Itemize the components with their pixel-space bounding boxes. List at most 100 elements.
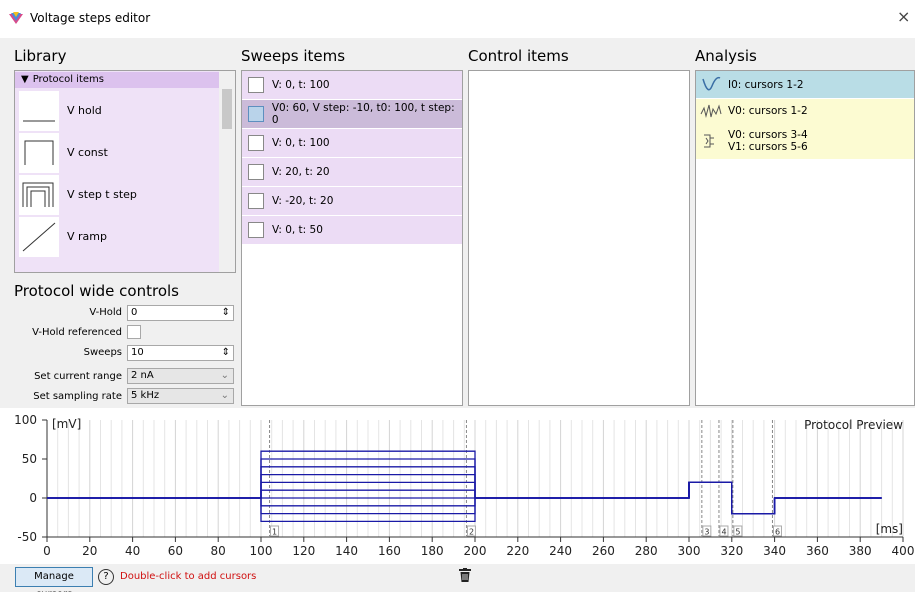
item-label: V0: cursors 3-4 bbox=[728, 129, 808, 141]
sweeps-list: V: 0, t: 100 V0: 60, V step: -10, t0: 100… bbox=[241, 70, 463, 406]
sweep-item[interactable]: V0: 60, V step: -10, t0: 100, t step: 0 bbox=[242, 100, 462, 128]
cursor-label: 2 bbox=[469, 528, 474, 537]
cursor-tag bbox=[466, 525, 476, 537]
x-tick-label: 20 bbox=[82, 544, 97, 558]
item-label: V hold bbox=[67, 104, 102, 117]
spin-box[interactable]: 10 ⇕ bbox=[127, 345, 234, 361]
analysis-heading: Analysis bbox=[695, 47, 757, 65]
x-unit: [ms] bbox=[876, 522, 903, 536]
analysis-list: I0: cursors 1-2 V0: cursors 1-2 V0: cursor… bbox=[695, 70, 915, 406]
item-label: V0: cursors 1-2 bbox=[728, 105, 808, 117]
y-tick-label: 100 bbox=[14, 413, 37, 427]
sweep-item[interactable]: V: 0, t: 100 bbox=[242, 71, 462, 99]
analysis-item[interactable]: I0: cursors 1-2 bbox=[696, 71, 914, 98]
protocol-preview[interactable]: 0 20 40 60 80 100 120 140 160 180 200 220 240 260 280 3… bbox=[0, 408, 915, 564]
y-unit: [mV] bbox=[52, 417, 81, 431]
chart-title: Protocol Preview bbox=[804, 418, 903, 432]
library-item[interactable]: V const bbox=[15, 132, 219, 173]
x-tick-label: 120 bbox=[292, 544, 315, 558]
item-label: V step t step bbox=[67, 188, 137, 201]
x-tick-label: 180 bbox=[421, 544, 444, 558]
sweep-item[interactable]: V: 0, t: 50 bbox=[242, 216, 462, 244]
trace bbox=[47, 481, 882, 523]
item-icon bbox=[248, 222, 264, 238]
x-tick-label: 80 bbox=[211, 544, 226, 558]
item-label: I0: cursors 1-2 bbox=[728, 78, 804, 91]
cursor-label: 6 bbox=[775, 528, 780, 537]
item-icon bbox=[248, 135, 264, 151]
item-label: V0: 60, V step: -10, t0: 100, t step: 0 bbox=[271, 102, 455, 126]
cursor-label: 3 bbox=[704, 528, 709, 537]
item-icon bbox=[702, 76, 721, 90]
x-tick-label: 360 bbox=[806, 544, 829, 558]
analysis-item[interactable]: V0: cursors 1-2 bbox=[696, 99, 914, 123]
item-text: V0: cursors 1-2 bbox=[728, 105, 808, 117]
item-icon bbox=[248, 106, 264, 122]
sweep-item[interactable]: V: 0, t: 100 bbox=[242, 129, 462, 157]
controls-heading: Protocol wide controls bbox=[14, 282, 179, 300]
item-icon bbox=[19, 216, 59, 257]
combo-box[interactable]: 2 nA ⌄ bbox=[127, 368, 234, 384]
spin-box[interactable]: 0 ⇕ bbox=[127, 305, 234, 321]
sweep-item[interactable]: V: 20, t: 20 bbox=[242, 158, 462, 186]
library-item[interactable]: V step t step bbox=[15, 174, 219, 215]
item-icon bbox=[19, 90, 59, 131]
item-label: V: -20, t: 20 bbox=[272, 195, 334, 207]
field-label: Set sampling rate bbox=[33, 391, 122, 402]
combo-box[interactable]: 5 kHz ⌄ bbox=[127, 388, 234, 404]
manage-cursors-button[interactable]: Manage cursors bbox=[15, 567, 93, 592]
item-label: V const bbox=[67, 146, 108, 159]
x-tick-label: 240 bbox=[549, 544, 572, 558]
item-icon bbox=[704, 134, 714, 148]
item-label: V: 0, t: 50 bbox=[272, 224, 323, 236]
x-tick-label: 160 bbox=[378, 544, 401, 558]
field-value: 10 bbox=[131, 347, 144, 358]
x-tick-label: 400 bbox=[892, 544, 915, 558]
scroll-thumb[interactable] bbox=[222, 89, 232, 129]
library-heading: Library bbox=[14, 47, 67, 65]
scrollbar[interactable] bbox=[219, 71, 235, 272]
library-item[interactable]: V hold bbox=[15, 90, 219, 131]
close-button[interactable]: × bbox=[897, 7, 911, 26]
item-label: V: 20, t: 20 bbox=[272, 166, 330, 178]
library-item[interactable]: V ramp bbox=[15, 216, 219, 257]
field-label: Sweeps bbox=[83, 347, 122, 358]
cursor-tag bbox=[702, 525, 712, 537]
checkbox[interactable] bbox=[127, 325, 141, 339]
analysis-item[interactable]: V0: cursors 3-4 V1: cursors 5-6 bbox=[696, 123, 914, 159]
title-bar: Voltage steps editor × bbox=[0, 0, 915, 38]
hint-text: Double-click to add cursors bbox=[120, 571, 257, 582]
sweep-item[interactable]: V: -20, t: 20 bbox=[242, 187, 462, 215]
y-tick-label: 0 bbox=[29, 491, 37, 505]
item-icon bbox=[700, 104, 722, 118]
cursor-label: 5 bbox=[735, 528, 740, 537]
trash-icon[interactable] bbox=[459, 568, 471, 583]
field-label: V-Hold referenced bbox=[32, 327, 122, 338]
item-icon bbox=[248, 164, 264, 180]
library-list: ▼ Protocol items V hold V const V step t st… bbox=[14, 70, 236, 273]
cursor-label: 1 bbox=[272, 528, 277, 537]
field-value: 0 bbox=[131, 307, 138, 318]
help-icon[interactable]: ? bbox=[98, 569, 114, 585]
x-tick-label: 300 bbox=[678, 544, 701, 558]
app-icon bbox=[9, 12, 23, 24]
x-tick-label: 40 bbox=[125, 544, 140, 558]
x-tick-label: 260 bbox=[592, 544, 615, 558]
group-header[interactable]: ▼ Protocol items bbox=[15, 72, 219, 88]
cursor-tag bbox=[719, 525, 729, 537]
field-value: 5 kHz bbox=[131, 390, 160, 401]
item-label: V: 0, t: 100 bbox=[272, 79, 330, 91]
x-tick-label: 100 bbox=[250, 544, 273, 558]
cursor-tag bbox=[733, 525, 743, 537]
item-icon bbox=[248, 77, 264, 93]
field-label: Set current range bbox=[34, 371, 122, 382]
group-label: Protocol items bbox=[32, 74, 104, 85]
y-tick-label: 50 bbox=[22, 452, 37, 466]
x-tick-label: 280 bbox=[635, 544, 658, 558]
item-label: V1: cursors 5-6 bbox=[728, 141, 808, 153]
item-icon bbox=[248, 193, 264, 209]
item-icon bbox=[19, 174, 59, 215]
cursor-tag bbox=[270, 525, 280, 537]
x-tick-label: 140 bbox=[335, 544, 358, 558]
